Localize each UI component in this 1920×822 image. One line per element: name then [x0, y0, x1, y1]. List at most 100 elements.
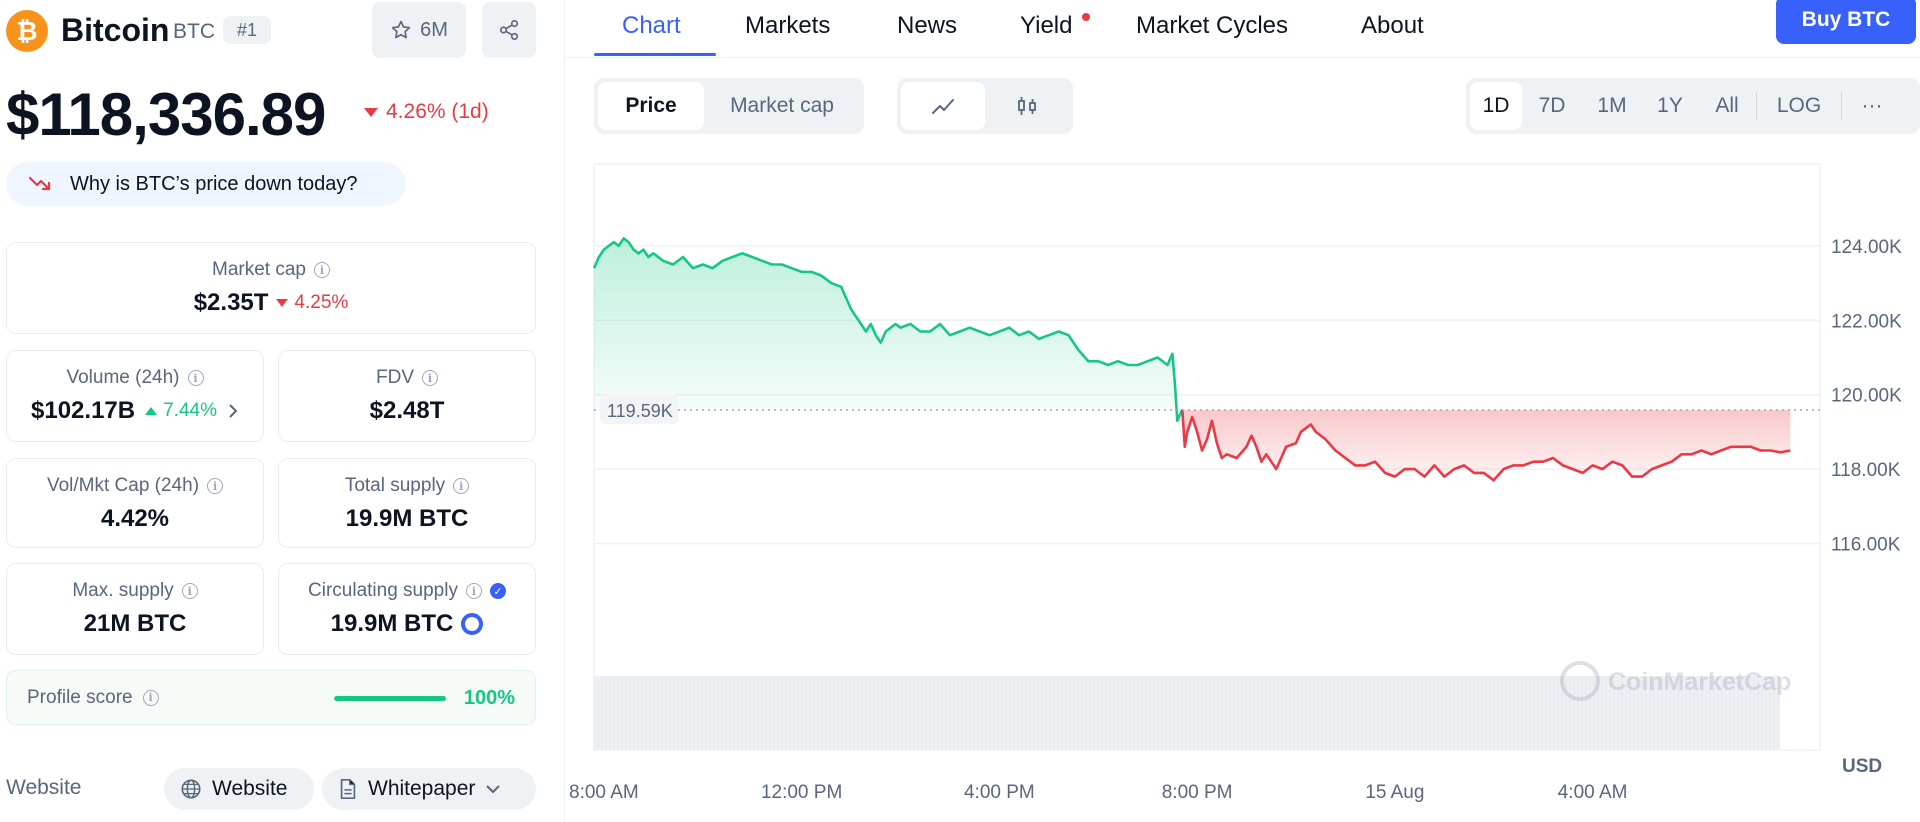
- tab-yield[interactable]: Yield: [1020, 12, 1073, 39]
- range-1m[interactable]: 1M: [1597, 94, 1627, 117]
- line-chart-button[interactable]: [901, 82, 985, 130]
- vol-mkt-cap-card: Vol/Mkt Cap (24h) i 4.42%: [6, 458, 264, 548]
- info-icon[interactable]: i: [453, 478, 470, 494]
- verified-check-icon: ✓: [489, 583, 506, 599]
- price-area-below-reference: [1182, 409, 1791, 481]
- y-tick-label: 118.00K: [1831, 460, 1901, 481]
- y-tick-label: 124.00K: [1831, 237, 1902, 258]
- total-supply-card: Total supply i 19.9M BTC: [278, 458, 536, 548]
- divider: [1756, 92, 1757, 120]
- price-tab[interactable]: Price: [598, 82, 704, 130]
- watchlist-button[interactable]: 6M: [372, 2, 466, 58]
- tab-about[interactable]: About: [1361, 12, 1424, 39]
- x-tick-label: 12:00 PM: [761, 782, 842, 803]
- share-button[interactable]: [482, 2, 536, 58]
- x-tick-label: 4:00 AM: [1558, 782, 1628, 803]
- range-1d[interactable]: 1D: [1470, 82, 1522, 130]
- profile-score-card[interactable]: Profile score i 100%: [6, 670, 536, 725]
- profile-score-bar-fill: [334, 696, 446, 701]
- range-1y[interactable]: 1Y: [1657, 94, 1683, 117]
- globe-icon: [181, 779, 201, 799]
- range-7d[interactable]: 7D: [1538, 94, 1566, 117]
- max-supply-value: 21M BTC: [83, 610, 187, 637]
- volume-change: 7.44%: [145, 400, 217, 422]
- coin-name: Bitcoin: [61, 12, 170, 48]
- max-supply-card: Max. supply i 21M BTC: [6, 563, 264, 655]
- volume-label: Volume (24h): [66, 367, 180, 388]
- market-cap-change: 4.25%: [276, 292, 348, 314]
- supply-progress-ring-icon: [461, 613, 484, 635]
- time-range-selector: 1D 7D 1M 1Y All LOG ···: [1466, 78, 1920, 134]
- reference-label: 119.59K: [607, 401, 673, 421]
- info-icon[interactable]: i: [207, 478, 224, 494]
- profile-score-value: 100%: [463, 687, 515, 709]
- market-cap-card: Market cap i $2.35T 4.25%: [6, 242, 536, 334]
- website-label: Website: [6, 776, 82, 799]
- max-supply-label: Max. supply: [72, 580, 174, 601]
- range-all[interactable]: All: [1715, 94, 1739, 117]
- price-line-up[interactable]: [592, 237, 1184, 423]
- y-tick-label: 116.00K: [1831, 535, 1901, 556]
- divider: [1841, 92, 1842, 120]
- market-cap-change-value: 4.25%: [294, 292, 349, 313]
- share-icon: [499, 20, 519, 40]
- why-price-down-text: Why is BTC’s price down today?: [70, 172, 358, 195]
- whitepaper-dropdown[interactable]: Whitepaper: [322, 768, 536, 810]
- price-chart[interactable]: 119.59K 116.00K 118.00K 120.00K 122.00K 124.…: [566, 150, 1920, 822]
- bitcoin-logo-icon: ₿: [6, 10, 48, 52]
- document-icon: [340, 779, 356, 799]
- volume-card[interactable]: Volume (24h) i $102.17B 7.44%: [6, 350, 264, 442]
- price-line-down[interactable]: [1181, 409, 1791, 482]
- chart-panel: Chart Markets News Yield Market Cycles A…: [566, 0, 1920, 822]
- tab-chart[interactable]: Chart: [622, 12, 681, 39]
- website-link[interactable]: Website: [164, 768, 314, 810]
- notification-dot: [1082, 13, 1090, 21]
- vol-mkt-cap-label: Vol/Mkt Cap (24h): [46, 475, 200, 496]
- down-triangle-icon: [364, 107, 378, 117]
- profile-score-label: Profile score: [27, 686, 133, 708]
- volume-change-value: 7.44%: [163, 400, 217, 421]
- trend-down-icon: [28, 176, 51, 191]
- price-change-1d: 4.26% (1d): [364, 100, 489, 124]
- watermark-text: CoinMarketCap: [1608, 668, 1791, 696]
- tab-news[interactable]: News: [897, 12, 958, 39]
- star-icon: [391, 20, 411, 39]
- fdv-label: FDV: [376, 367, 414, 388]
- line-chart-icon: [932, 99, 954, 114]
- x-tick-label: 8:00 PM: [1162, 782, 1233, 803]
- tab-markets[interactable]: Markets: [745, 12, 831, 39]
- market-cap-tab[interactable]: Market cap: [730, 94, 834, 117]
- info-icon[interactable]: i: [181, 583, 198, 599]
- detail-tabs: Chart Markets News Yield Market Cycles A…: [566, 0, 1920, 58]
- market-cap-value: $2.35T: [193, 289, 269, 316]
- coin-price: $118,336.89: [6, 81, 326, 148]
- coin-overview-panel: ₿ Bitcoin BTC #1 6M $118,336.89 4.26% (1…: [0, 0, 565, 822]
- watchlist-count: 6M: [420, 18, 448, 41]
- volume-value: $102.17B: [31, 397, 136, 424]
- metric-toggle: Price Market cap: [594, 78, 864, 134]
- active-tab-indicator: [594, 53, 716, 56]
- x-tick-label: 15 Aug: [1365, 782, 1424, 803]
- tab-market-cycles[interactable]: Market Cycles: [1136, 12, 1289, 39]
- info-icon[interactable]: i: [313, 262, 330, 278]
- why-price-down-button[interactable]: Why is BTC’s price down today?: [6, 162, 406, 206]
- fdv-card: FDV i $2.48T: [278, 350, 536, 442]
- y-tick-label: 120.00K: [1831, 386, 1902, 407]
- y-tick-label: 122.00K: [1831, 311, 1902, 332]
- total-supply-label: Total supply: [344, 475, 446, 496]
- chevron-right-icon[interactable]: [227, 403, 239, 419]
- fdv-value: $2.48T: [369, 397, 445, 424]
- info-icon[interactable]: i: [142, 689, 159, 706]
- coinmarketcap-logo-icon: [1560, 661, 1600, 701]
- candlestick-button[interactable]: [985, 82, 1069, 130]
- price-change-value: 4.26% (1d): [386, 100, 489, 123]
- circulating-supply-value: 19.9M BTC: [330, 610, 454, 637]
- buy-button[interactable]: Buy BTC: [1776, 0, 1916, 44]
- info-icon[interactable]: i: [422, 370, 438, 386]
- log-scale-toggle[interactable]: LOG: [1776, 94, 1822, 117]
- circulating-supply-card: Circulating supply i ✓ 19.9M BTC: [278, 563, 536, 655]
- profile-score-bar: [334, 696, 446, 701]
- more-options-button[interactable]: ···: [1861, 94, 1883, 117]
- info-icon[interactable]: i: [187, 370, 204, 386]
- info-icon[interactable]: i: [465, 583, 482, 599]
